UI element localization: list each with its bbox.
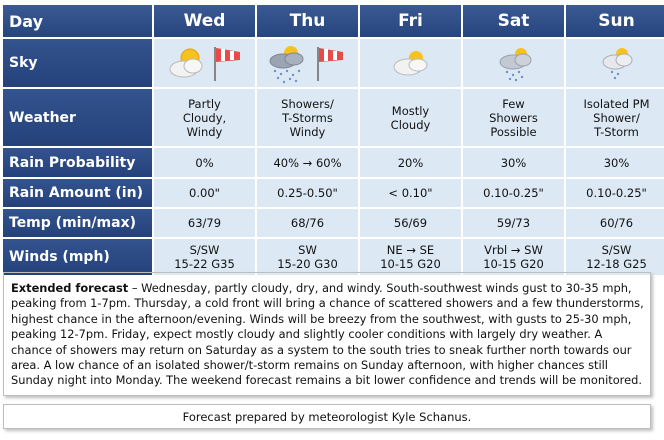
header-day-fri: Fri [360, 5, 461, 37]
winds-wed: S/SW 15-22 G35 [154, 239, 255, 275]
rain-amount-fri: < 0.10" [360, 179, 461, 207]
temp-fri: 56/69 [360, 209, 461, 237]
rain-probability-wed: 0% [154, 148, 255, 177]
sky-thu [257, 39, 358, 87]
forecast-credit: Forecast prepared by meteorologist Kyle … [3, 404, 651, 429]
winds-thu: SW 15-20 G30 [257, 239, 358, 275]
weather-thu: Showers/ T-Storms Windy [257, 89, 358, 146]
tstorm-windsock-icon [269, 46, 343, 84]
rain-probability-sat: 30% [463, 148, 564, 177]
extended-forecast-text: – Wednesday, partly cloudy, dry, and win… [11, 281, 644, 388]
winds-fri: NE → SE 10-15 G20 [360, 239, 461, 275]
sky-wed [154, 39, 255, 87]
header-day-thu: Thu [257, 5, 358, 37]
rain-amount-wed: 0.00" [154, 179, 255, 207]
extended-forecast: Extended forecast – Wednesday, partly cl… [3, 272, 651, 396]
header-day-sun: Sun [566, 5, 664, 37]
winds-sat: Vrbl → SW 10-15 G20 [463, 239, 564, 275]
rain-probability-thu: 40% → 60% [257, 148, 358, 177]
rain-amount-sun: 0.10-0.25" [566, 179, 664, 207]
showers-sun-icon [499, 48, 531, 82]
weather-fri: Mostly Cloudy [360, 89, 461, 146]
mostly-cloudy-sun-icon [393, 51, 427, 76]
winds-sun: S/SW 12-18 G25 [566, 239, 664, 275]
weather-sat: Few Showers Possible [463, 89, 564, 146]
rain-probability-sun: 30% [566, 148, 664, 177]
row-label-winds: Winds (mph) [3, 239, 152, 275]
row-label-weather: Weather [3, 89, 152, 146]
row-label-rain-probability: Rain Probability [3, 148, 152, 177]
header-day-sat: Sat [463, 5, 564, 37]
sky-sun [566, 39, 664, 87]
extended-forecast-lead: Extended forecast [11, 281, 129, 295]
temp-wed: 63/79 [154, 209, 255, 237]
weather-sun: Isolated PM Shower/ T-Storm [566, 89, 664, 146]
partly-cloudy-sun-windsock-icon [169, 47, 240, 81]
row-label-rain-amount: Rain Amount (in) [3, 179, 152, 207]
weather-wed: Partly Cloudy, Windy [154, 89, 255, 146]
row-label-sky: Sky [3, 39, 152, 87]
row-label-temp: Temp (min/max) [3, 209, 152, 237]
rain-amount-sat: 0.10-0.25" [463, 179, 564, 207]
temp-thu: 68/76 [257, 209, 358, 237]
header-day-label: Day [3, 5, 152, 37]
forecast-table: Day Wed Thu Fri Sat Sun Sky [3, 5, 664, 275]
sky-fri [360, 39, 461, 87]
rain-probability-fri: 20% [360, 148, 461, 177]
rain-amount-thu: 0.25-0.50" [257, 179, 358, 207]
temp-sat: 59/73 [463, 209, 564, 237]
shower-sun-icon [602, 48, 632, 80]
header-day-wed: Wed [154, 5, 255, 37]
temp-sun: 60/76 [566, 209, 664, 237]
sky-sat [463, 39, 564, 87]
